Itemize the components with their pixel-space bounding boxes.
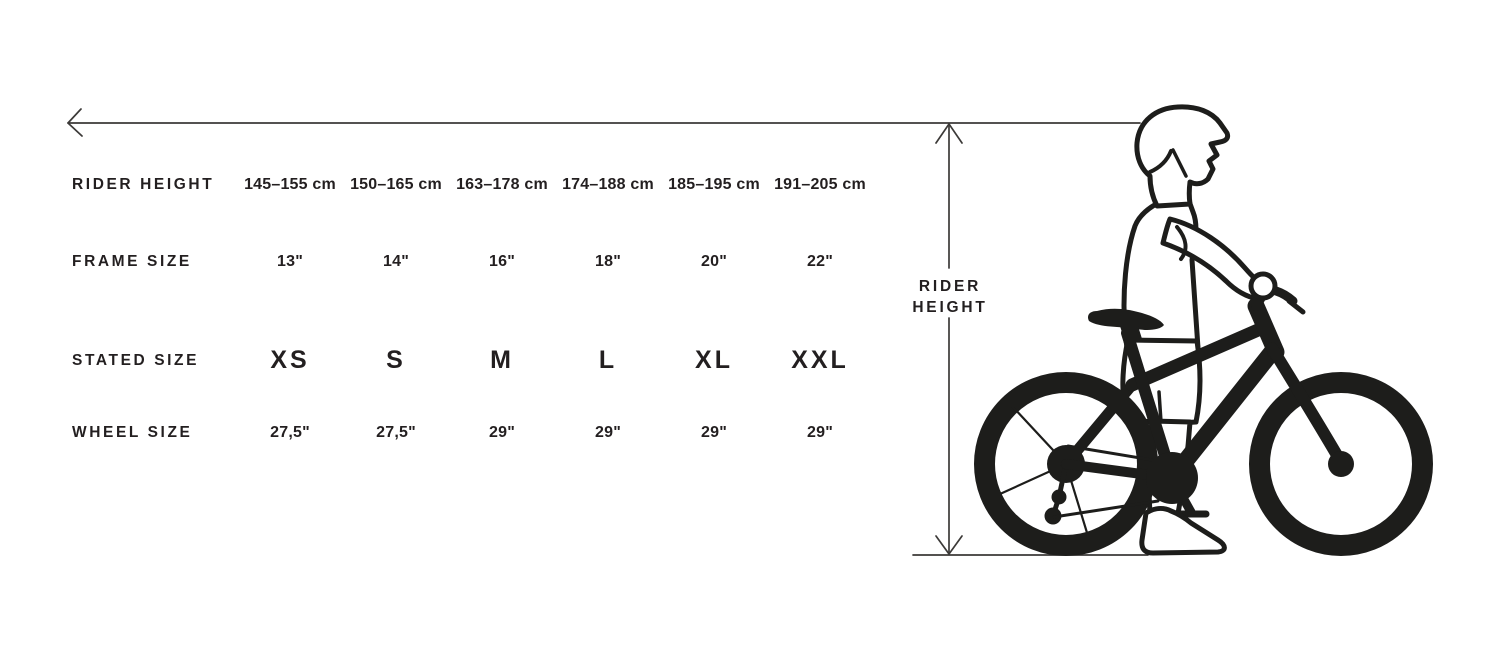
down-arrowhead-icon [935, 535, 963, 555]
rider-foreground-parts [1139, 271, 1278, 556]
wheel-size-value: 29" [701, 424, 727, 441]
rider-height-measure-label-line1: RIDER [918, 278, 982, 295]
row-label-stated-size: STATED SIZE [72, 351, 200, 369]
wheel-size-value: 27,5" [376, 424, 416, 441]
rear-wheel [974, 372, 1158, 556]
frame-size-value: 13" [277, 253, 303, 270]
seat-clamp [1120, 326, 1143, 342]
top-tube [1125, 323, 1265, 392]
rider-head-helmet [1134, 104, 1231, 209]
rider-height-value: 185–195 cm [668, 176, 760, 193]
rider-height-value: 145–155 cm [244, 176, 336, 193]
rider-height-value: 191–205 cm [774, 176, 866, 193]
shorts-hem-line [1157, 390, 1163, 424]
chain-bottom [1052, 499, 1160, 519]
helmet-strap-line [1171, 148, 1188, 178]
table-row-wheel-size: WHEEL SIZE 27,5" 27,5" 29" 29" 29" 29" [72, 424, 873, 442]
rider-sleeve-line [1175, 225, 1188, 261]
rider-shoe [1139, 506, 1227, 556]
stated-size-value: XS [270, 346, 310, 374]
row-label-rider-height: RIDER HEIGHT [72, 176, 215, 193]
bike-illustration [974, 284, 1433, 556]
helmet-edge-line [1148, 149, 1173, 174]
wheel-size-value: 29" [595, 424, 621, 441]
rider-height-value: 150–165 cm [350, 176, 442, 193]
down-tube [1163, 343, 1281, 487]
brake-lever [1286, 298, 1306, 315]
table-row-rider-height: RIDER HEIGHT 145–155 cm 150–165 cm 163–1… [72, 176, 873, 194]
frame-size-value: 20" [701, 253, 727, 270]
rider-height-measure-label: RIDER HEIGHT [880, 276, 1020, 318]
rider-arm [1160, 216, 1267, 302]
fork [1266, 342, 1347, 468]
wheel-size-value: 27,5" [270, 424, 310, 441]
stated-size-value: XL [695, 346, 733, 374]
rider-hand [1248, 271, 1278, 301]
frame-size-value: 14" [383, 253, 409, 270]
table-row-stated-size: STATED SIZE XS S M L XL XXL [72, 346, 873, 375]
saddle [1087, 308, 1164, 330]
chainring [1146, 452, 1198, 504]
row-label-frame-size: FRAME SIZE [72, 253, 192, 270]
row-label-wheel-size: WHEEL SIZE [72, 424, 193, 441]
frame-size-value: 16" [489, 253, 515, 270]
rider-height-measure-label-line2: HEIGHT [912, 299, 988, 316]
stated-size-value: M [490, 346, 514, 374]
seat-stay [1060, 379, 1138, 470]
table-row-frame-size: FRAME SIZE 13" 14" 16" 18" 20" 22" [72, 253, 873, 271]
rider-height-value: 174–188 cm [562, 176, 654, 193]
stated-size-value: L [598, 346, 618, 374]
front-wheel [1249, 372, 1433, 556]
stated-size-value: S [386, 346, 406, 374]
front-hub [1328, 451, 1354, 477]
frame-size-value: 18" [595, 253, 621, 270]
left-arrowhead-icon [67, 108, 83, 137]
up-arrowhead-icon [935, 123, 963, 144]
rider-height-value: 163–178 cm [456, 176, 548, 193]
stated-size-value: XXL [791, 346, 849, 374]
frame-size-value: 22" [807, 253, 833, 270]
wheel-size-value: 29" [807, 424, 833, 441]
measure-arrows [67, 108, 1149, 556]
wheel-size-value: 29" [489, 424, 515, 441]
